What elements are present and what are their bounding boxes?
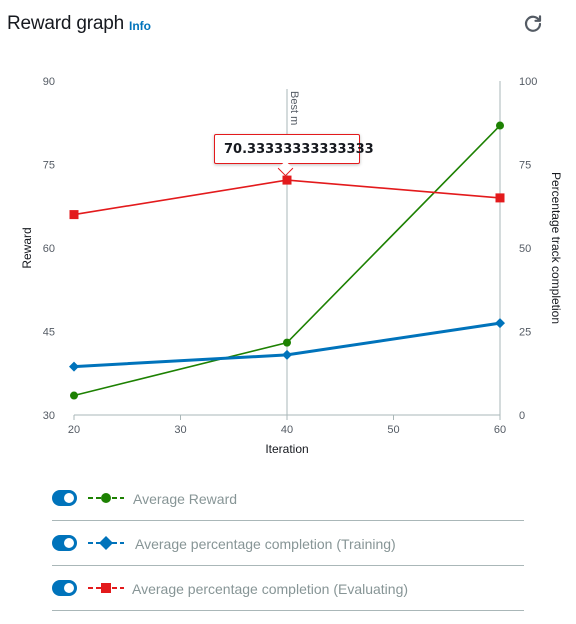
y-tick-label: 75 [43,160,55,172]
tooltip-value: 70.33333333333333 [224,142,374,157]
panel-header: Reward graph Info [0,0,576,50]
x-tick-label: 40 [281,424,293,436]
panel-title: Reward graph [7,13,124,34]
chart-axes: 20 30 40 50 60 30 45 60 75 90 0 25 50 75 100 Iteration R… [20,76,563,456]
x-tick-label: 60 [494,424,506,436]
diamond-marker-icon [88,536,124,550]
best-model-label: Best m [288,91,300,125]
data-point-evaluating [495,193,505,203]
x-axis-label: Iteration [265,442,308,456]
legend-label-average-reward: Average Reward [133,491,238,507]
y2-tick-label: 0 [519,410,525,422]
y2-axis-label: Percentage track completion [549,172,563,324]
data-tooltip: 70.33333333333333 [214,134,374,177]
circle-marker-icon [88,493,124,503]
y2-tick-label: 75 [519,160,531,172]
legend-item-evaluating: Average percentage completion (Evaluatin… [52,566,524,611]
toggle-average-reward[interactable] [52,490,77,506]
reward-chart: 20 30 40 50 60 30 45 60 75 90 0 25 50 75 100 Iteration R… [20,76,563,456]
data-point-average-reward [70,391,78,400]
toggle-evaluating[interactable] [52,580,77,596]
info-link[interactable]: Info [129,19,151,33]
legend-item-average-reward: Average Reward [52,476,524,521]
toggle-training[interactable] [52,535,77,551]
data-point-evaluating [282,175,292,185]
y2-tick-label: 50 [519,243,531,255]
data-point-evaluating [69,210,79,220]
x-tick-label: 50 [387,424,399,436]
legend-label-evaluating: Average percentage completion (Evaluatin… [132,581,409,597]
data-point-training [69,361,79,372]
x-tick-label: 30 [174,424,186,436]
chart-series [69,121,505,400]
y-tick-label: 45 [43,327,55,339]
y-tick-label: 60 [43,243,55,255]
y-tick-label: 90 [43,76,55,88]
x-tick-label: 20 [68,424,80,436]
square-marker-icon [88,583,124,593]
y2-tick-label: 100 [519,76,537,88]
data-point-training [282,349,292,360]
legend-item-training: Average percentage completion (Training) [52,521,524,566]
data-point-average-reward [283,338,291,347]
refresh-icon[interactable] [522,13,544,35]
data-point-training [495,318,505,329]
legend: Average Reward Average percentage comple… [52,476,524,611]
y-axis-label: Reward [20,227,34,268]
y2-tick-label: 25 [519,327,531,339]
data-point-average-reward [496,121,504,130]
y-tick-label: 30 [43,410,55,422]
legend-label-training: Average percentage completion (Training) [135,536,396,552]
